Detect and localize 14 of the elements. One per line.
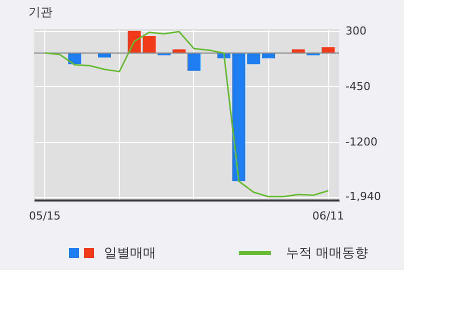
chart-title: 기관 <box>28 4 52 19</box>
legend-label: 누적 매매동향 <box>286 246 368 261</box>
y-tick-label: -1,940 <box>346 190 381 204</box>
y-tick-label: -450 <box>346 80 370 93</box>
bar <box>247 53 260 64</box>
x-tick-label: 05/15 <box>28 210 61 222</box>
bar <box>187 53 200 71</box>
legend-label: 일별매매 <box>104 246 156 261</box>
y-tick-label: 300 <box>346 24 366 38</box>
line-series <box>44 30 329 198</box>
bar <box>98 53 111 58</box>
bar <box>322 47 335 54</box>
x-tick-label: 06/11 <box>312 210 344 222</box>
y-tick-label: -1200 <box>346 135 378 148</box>
